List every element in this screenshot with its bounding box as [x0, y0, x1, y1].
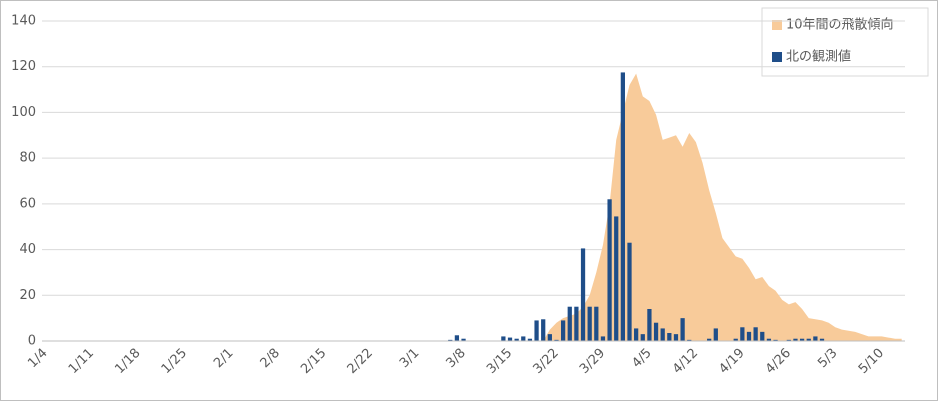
- bar: [740, 327, 745, 341]
- bar: [806, 338, 811, 341]
- y-tick-label: 120: [11, 59, 36, 74]
- bar: [660, 328, 665, 341]
- bar: [594, 306, 599, 341]
- bar: [587, 306, 592, 341]
- bar: [707, 338, 712, 341]
- y-tick-label: 80: [19, 151, 36, 166]
- bar: [773, 339, 778, 341]
- bar: [733, 338, 738, 341]
- bar: [799, 338, 805, 341]
- y-tick-label: 100: [11, 105, 36, 120]
- bar: [614, 216, 619, 341]
- bar: [574, 306, 579, 341]
- area: [45, 73, 902, 342]
- bar: [521, 336, 526, 341]
- bar: [560, 320, 566, 341]
- y-tick-label: 60: [19, 196, 36, 211]
- bar: [647, 309, 652, 341]
- bar: [620, 72, 625, 341]
- bar: [507, 337, 513, 341]
- bar: [580, 248, 586, 341]
- bar: [541, 319, 546, 341]
- y-tick-label: 0: [28, 334, 36, 349]
- bar: [813, 336, 818, 341]
- legend-label: 10年間の飛散傾向: [786, 17, 894, 33]
- bar: [627, 242, 632, 341]
- bar: [673, 334, 679, 341]
- bar: [600, 336, 606, 341]
- bar: [766, 338, 772, 341]
- bar: [534, 320, 539, 341]
- bar: [634, 328, 639, 341]
- bar: [760, 331, 765, 341]
- bar: [607, 199, 612, 341]
- legend-label: 北の観測値: [786, 49, 851, 65]
- bar: [667, 333, 672, 341]
- bar: [819, 338, 825, 341]
- bar: [793, 338, 798, 341]
- bar: [454, 335, 460, 341]
- bar: [547, 334, 552, 341]
- bar: [527, 338, 533, 341]
- y-tick-label: 20: [19, 288, 36, 303]
- bar: [501, 336, 506, 341]
- bar: [554, 339, 559, 341]
- bar: [746, 331, 752, 341]
- legend-swatch: [772, 20, 782, 30]
- bar: [713, 328, 718, 341]
- bar: [567, 306, 572, 341]
- legend-box: [761, 7, 929, 77]
- bar: [786, 339, 791, 341]
- legend-swatch: [772, 52, 782, 62]
- bar: [514, 338, 519, 341]
- bar: [680, 318, 685, 341]
- bar: [753, 327, 758, 341]
- bar: [448, 339, 453, 341]
- bar: [687, 339, 692, 341]
- y-tick-label: 140: [11, 14, 36, 29]
- bar: [461, 338, 466, 341]
- bar: [653, 322, 659, 341]
- bar: [640, 334, 645, 341]
- y-tick-label: 40: [19, 242, 36, 257]
